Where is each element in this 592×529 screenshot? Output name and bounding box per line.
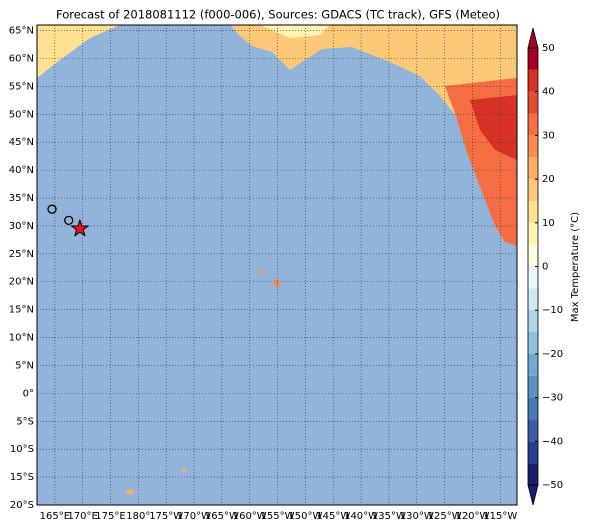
x-tick-label: 165°E bbox=[40, 511, 70, 522]
land-siberia bbox=[37, 25, 120, 78]
colorbar-band bbox=[528, 353, 538, 376]
colorbar-band bbox=[528, 419, 538, 442]
colorbar-band bbox=[528, 397, 538, 420]
colorbar-band bbox=[528, 113, 538, 136]
colorbar-tick-label: 20 bbox=[542, 174, 555, 185]
colorbar-band bbox=[528, 266, 538, 289]
colorbar-band bbox=[528, 69, 538, 92]
colorbar-tick-label: 50 bbox=[542, 43, 555, 54]
y-tick-label: 5°S bbox=[16, 416, 34, 427]
y-tick-label: 65°N bbox=[9, 26, 34, 37]
ocean bbox=[37, 25, 517, 505]
x-tick-label: 170°W bbox=[177, 511, 211, 522]
island-samoa bbox=[181, 468, 187, 472]
colorbar-tick-label: −30 bbox=[542, 393, 563, 404]
x-tick-label: 150°W bbox=[288, 511, 322, 522]
colorbar-band bbox=[528, 135, 538, 158]
y-tick-label: 10°S bbox=[10, 444, 34, 455]
colorbar-tick-label: −10 bbox=[542, 305, 563, 316]
y-tick-label: 55°N bbox=[9, 81, 34, 92]
map-frame bbox=[36, 24, 518, 506]
x-tick-label: 155°W bbox=[261, 511, 295, 522]
colorbar-band bbox=[528, 48, 538, 70]
y-tick-label: 20°N bbox=[9, 277, 34, 288]
y-tick-label: 35°N bbox=[9, 193, 34, 204]
colorbar: −50 −40 −30 −20 −10 0 10 20 30 40 50 bbox=[527, 27, 563, 506]
land-hot-region bbox=[470, 95, 517, 160]
colorbar-label: Max Temperature (°C) bbox=[570, 212, 581, 322]
colorbar-band bbox=[528, 222, 538, 245]
colorbar-band bbox=[528, 310, 538, 333]
track-point bbox=[47, 204, 57, 214]
x-tick-label: 120°W bbox=[455, 511, 489, 522]
x-tick-label: 175°E bbox=[95, 511, 125, 522]
colorbar-band bbox=[528, 332, 538, 354]
x-tick-label: 135°W bbox=[372, 511, 406, 522]
y-tick-label: 25°N bbox=[9, 249, 34, 260]
colorbar-tick-label: 30 bbox=[542, 130, 555, 141]
x-tick-label: 165°W bbox=[205, 511, 239, 522]
y-tick-label: 45°N bbox=[9, 137, 34, 148]
colorbar-band bbox=[528, 179, 538, 201]
y-tick-label: 60°N bbox=[9, 53, 34, 64]
track-point bbox=[64, 215, 74, 225]
y-tick-label: 50°N bbox=[9, 109, 34, 120]
colorbar-tick-label: −40 bbox=[542, 436, 563, 447]
colorbar-band bbox=[528, 244, 538, 267]
map-title: Forecast of 2018081112 (f000-006), Sourc… bbox=[56, 8, 500, 22]
y-tick-label: 40°N bbox=[9, 165, 34, 176]
colorbar-band bbox=[528, 200, 538, 223]
y-tick-label: 15°S bbox=[10, 472, 34, 483]
map-area bbox=[37, 25, 517, 505]
colorbar-tick-label: −20 bbox=[542, 349, 563, 360]
x-tick-label: 180° bbox=[126, 511, 150, 522]
y-tick-label: 20°S bbox=[10, 500, 34, 511]
x-tick-label: 125°W bbox=[428, 511, 462, 522]
colorbar-band bbox=[528, 157, 538, 180]
island-hawaii bbox=[274, 279, 280, 287]
x-tick-label: 175°W bbox=[149, 511, 183, 522]
x-tick-label: 160°W bbox=[233, 511, 267, 522]
y-tick-label: 15°N bbox=[9, 305, 34, 316]
y-tick-label: 5°N bbox=[15, 360, 34, 371]
y-tick-label: 10°N bbox=[9, 333, 34, 344]
island-maui bbox=[259, 270, 265, 274]
track bbox=[47, 204, 90, 237]
y-tick-label: 0° bbox=[23, 388, 34, 399]
colorbar-extend-min bbox=[527, 484, 539, 506]
x-tick-label: 140°W bbox=[344, 511, 378, 522]
x-tick-label: 130°W bbox=[400, 511, 434, 522]
y-tick-label: 30°N bbox=[9, 221, 34, 232]
colorbar-band bbox=[528, 288, 538, 311]
colorbar-tick-label: −50 bbox=[542, 480, 563, 491]
colorbar-tick-label: 10 bbox=[542, 218, 555, 229]
x-tick-label: 170°E bbox=[67, 511, 97, 522]
colorbar-band bbox=[528, 375, 538, 398]
colorbar-band bbox=[528, 91, 538, 114]
colorbar-extend-max bbox=[527, 27, 539, 49]
colorbar-band bbox=[528, 463, 538, 485]
land-north-america bbox=[230, 25, 517, 245]
storm-position bbox=[70, 218, 90, 237]
x-tick-label: 115°W bbox=[483, 511, 517, 522]
colorbar-band bbox=[528, 441, 538, 464]
x-tick-label: 145°W bbox=[316, 511, 350, 522]
colorbar-tick-label: 40 bbox=[542, 87, 555, 98]
island-fiji bbox=[126, 489, 134, 495]
colorbar-tick-label: 0 bbox=[542, 262, 548, 273]
